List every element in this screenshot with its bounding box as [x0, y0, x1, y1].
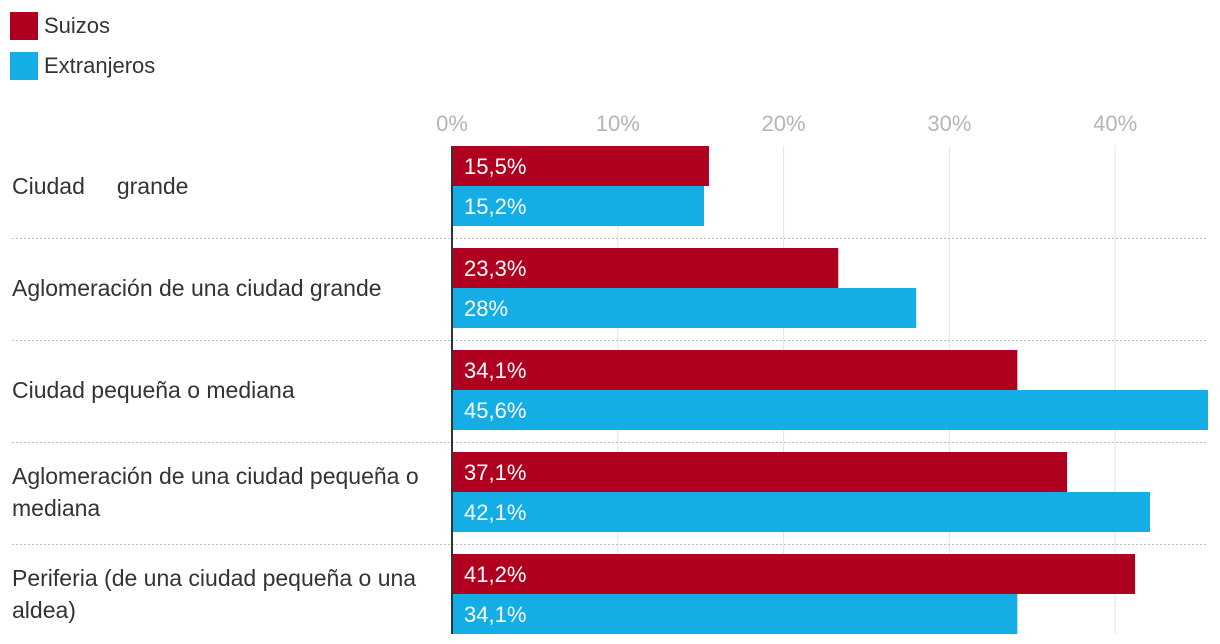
- bar-suizos-1: [452, 248, 839, 288]
- bar-suizos-0: [452, 146, 709, 186]
- legend-swatch-suizos: [10, 12, 38, 40]
- x-tick-label-3: 30%: [927, 111, 971, 136]
- category-label-3-line-1: mediana: [12, 495, 100, 521]
- bar-label-suizos-0: 15,5%: [464, 154, 526, 179]
- legend-swatch-extranjeros: [10, 52, 38, 80]
- x-tick-label-4: 40%: [1093, 111, 1137, 136]
- category-label-3-line-0: Aglomeración de una ciudad pequeña o: [12, 463, 419, 489]
- legend-label-extranjeros: Extranjeros: [44, 53, 156, 78]
- bar-suizos-4: [452, 554, 1136, 594]
- bar-extranjeros-3: [452, 492, 1150, 532]
- bar-label-suizos-4: 41,2%: [464, 562, 526, 587]
- bar-extranjeros-1: [452, 288, 917, 328]
- legend: Suizos Extranjeros: [10, 12, 155, 92]
- bar-label-extranjeros-4: 34,1%: [464, 602, 526, 627]
- category-label-2: Ciudad pequeña o mediana: [12, 377, 295, 403]
- bar-label-extranjeros-1: 28%: [464, 296, 508, 321]
- bar-extranjeros-0: [452, 186, 704, 226]
- bar-extranjeros-4: [452, 594, 1018, 634]
- legend-item-suizos: Suizos: [10, 12, 155, 40]
- bar-label-suizos-2: 34,1%: [464, 358, 526, 383]
- bar-extranjeros-2: [452, 390, 1208, 430]
- bar-suizos-3: [452, 452, 1068, 492]
- bar-label-suizos-1: 23,3%: [464, 256, 526, 281]
- x-tick-label-0: 0%: [436, 111, 468, 136]
- bar-suizos-2: [452, 350, 1018, 390]
- x-tick-label-2: 20%: [762, 111, 806, 136]
- legend-label-suizos: Suizos: [44, 13, 111, 38]
- bar-label-extranjeros-3: 42,1%: [464, 500, 526, 525]
- category-label-4-line-0: Periferia (de una ciudad pequeña o una: [12, 565, 416, 591]
- bar-label-extranjeros-0: 15,2%: [464, 194, 526, 219]
- bar-label-extranjeros-2: 45,6%: [464, 398, 526, 423]
- x-tick-label-1: 10%: [596, 111, 640, 136]
- category-label-4-line-1: aldea): [12, 597, 76, 623]
- category-label-0: Ciudad grande: [12, 173, 188, 199]
- legend-item-extranjeros: Extranjeros: [10, 52, 155, 80]
- bar-label-suizos-3: 37,1%: [464, 460, 526, 485]
- category-label-1: Aglomeración de una ciudad grande: [12, 275, 382, 301]
